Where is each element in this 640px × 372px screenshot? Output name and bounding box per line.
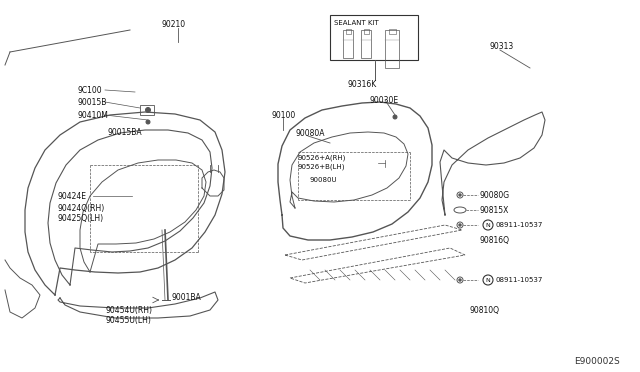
Text: 90080A: 90080A [295,128,324,138]
Text: 90526+A(RH): 90526+A(RH) [298,155,346,161]
Text: 90313: 90313 [490,42,515,51]
Text: 90316K: 90316K [348,80,377,89]
Text: 90810Q: 90810Q [470,305,500,314]
Bar [385,30,399,68]
Text: 9C100: 9C100 [78,86,102,94]
Bar [330,15,418,60]
Bar [364,29,369,34]
Circle shape [459,224,461,226]
Bar [389,29,396,34]
Text: 90455U(LH): 90455U(LH) [105,315,151,324]
Circle shape [146,120,150,124]
Text: 08911-10537: 08911-10537 [495,222,542,228]
Text: 90526+B(LH): 90526+B(LH) [298,164,346,170]
Text: 90210: 90210 [162,19,186,29]
Circle shape [145,108,150,112]
Text: 90425Q(LH): 90425Q(LH) [58,214,104,222]
Text: 90410M: 90410M [78,110,109,119]
Bar [343,30,353,58]
Text: 90015BA: 90015BA [108,128,143,137]
Text: 08911-10537: 08911-10537 [495,277,542,283]
Text: 90454U(RH): 90454U(RH) [105,305,152,314]
Bar [361,30,371,58]
Text: 90030E: 90030E [370,96,399,105]
Bar [346,29,351,34]
Text: 90815X: 90815X [480,205,509,215]
Text: 90424E: 90424E [58,192,87,201]
Bar [140,105,154,115]
Text: 90100: 90100 [272,110,296,119]
Circle shape [459,194,461,196]
Text: 90015B: 90015B [78,97,108,106]
Text: N: N [486,278,490,282]
Text: E900002S: E900002S [574,357,620,366]
Circle shape [393,115,397,119]
Text: 90816Q: 90816Q [480,235,510,244]
Text: 90080U: 90080U [310,177,338,183]
Text: SEALANT KIT: SEALANT KIT [334,20,379,26]
Text: 9001BA: 9001BA [172,294,202,302]
Text: 90424Q(RH): 90424Q(RH) [58,203,105,212]
Text: 90080G: 90080G [480,190,510,199]
Circle shape [459,279,461,281]
Text: N: N [486,222,490,228]
